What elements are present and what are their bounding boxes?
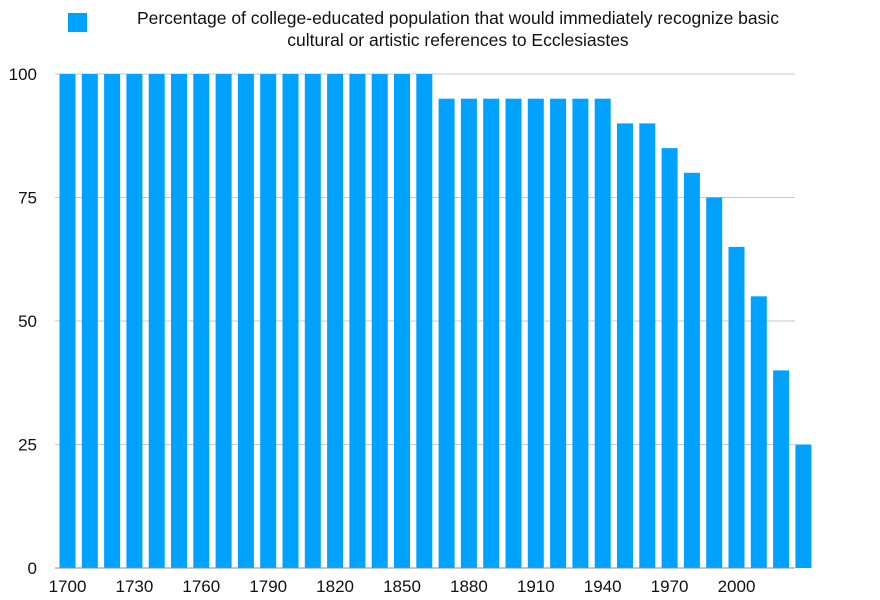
bar-1990 bbox=[706, 197, 723, 568]
x-tick-label: 1880 bbox=[450, 577, 488, 596]
bar-1770 bbox=[215, 74, 232, 568]
bar-1960 bbox=[639, 123, 656, 569]
bar-1730 bbox=[126, 74, 143, 568]
bar-2030 bbox=[795, 444, 812, 568]
bar-2010 bbox=[750, 296, 767, 568]
bar-1800 bbox=[282, 74, 299, 568]
x-axis-tick-labels: 1700 1730 1760 1790 1820 1850 1880 1910 1940 1970… bbox=[49, 577, 756, 596]
y-tick-label: 50 bbox=[18, 312, 37, 331]
x-tick-label: 1970 bbox=[651, 577, 689, 596]
x-tick-label: 1910 bbox=[517, 577, 555, 596]
bar-1840 bbox=[371, 74, 388, 568]
bar-1700 bbox=[59, 74, 76, 568]
x-tick-label: 2000 bbox=[718, 577, 756, 596]
bar-2020 bbox=[773, 370, 790, 568]
bar-1940 bbox=[594, 98, 611, 568]
bar-1970 bbox=[661, 148, 678, 568]
x-tick-label: 1760 bbox=[182, 577, 220, 596]
bar-1950 bbox=[617, 123, 633, 569]
legend-swatch bbox=[68, 13, 87, 32]
x-tick-label: 1790 bbox=[249, 577, 287, 596]
x-tick-label: 1820 bbox=[316, 577, 354, 596]
bar-1910 bbox=[527, 98, 544, 568]
bar-1820 bbox=[327, 74, 344, 568]
bar-1930 bbox=[572, 98, 589, 568]
bar-1860 bbox=[416, 74, 433, 568]
y-tick-label: 25 bbox=[18, 436, 37, 455]
bar-1900 bbox=[505, 98, 522, 568]
legend-label-line2: cultural or artistic references to Eccle… bbox=[287, 30, 629, 50]
legend: Percentage of college-educated populatio… bbox=[68, 8, 779, 50]
y-tick-label: 100 bbox=[9, 65, 37, 84]
bar-1830 bbox=[349, 74, 366, 568]
bar-1880 bbox=[460, 98, 477, 568]
x-tick-label: 1850 bbox=[383, 577, 421, 596]
bar-1710 bbox=[81, 74, 98, 568]
x-tick-label: 1940 bbox=[584, 577, 622, 596]
y-tick-label: 0 bbox=[28, 559, 37, 578]
bar-1740 bbox=[148, 74, 165, 568]
y-axis-tick-labels: 0 25 50 75 100 bbox=[9, 65, 37, 578]
bar-1790 bbox=[260, 74, 277, 568]
bars bbox=[59, 74, 812, 569]
bar-2000 bbox=[728, 246, 745, 568]
bar-1720 bbox=[104, 74, 121, 568]
bar-1890 bbox=[483, 98, 500, 568]
bar-1870 bbox=[438, 98, 455, 568]
bar-1750 bbox=[171, 74, 187, 568]
bar-1980 bbox=[683, 172, 700, 569]
legend-label-line1: Percentage of college-educated populatio… bbox=[137, 8, 779, 28]
x-tick-label: 1730 bbox=[115, 577, 153, 596]
bar-1920 bbox=[550, 98, 567, 568]
bar-1780 bbox=[237, 74, 254, 568]
bar-1810 bbox=[304, 74, 321, 568]
y-tick-label: 75 bbox=[18, 189, 37, 208]
bar-1760 bbox=[193, 74, 210, 568]
x-tick-label: 1700 bbox=[49, 577, 87, 596]
bar-1850 bbox=[394, 74, 410, 568]
